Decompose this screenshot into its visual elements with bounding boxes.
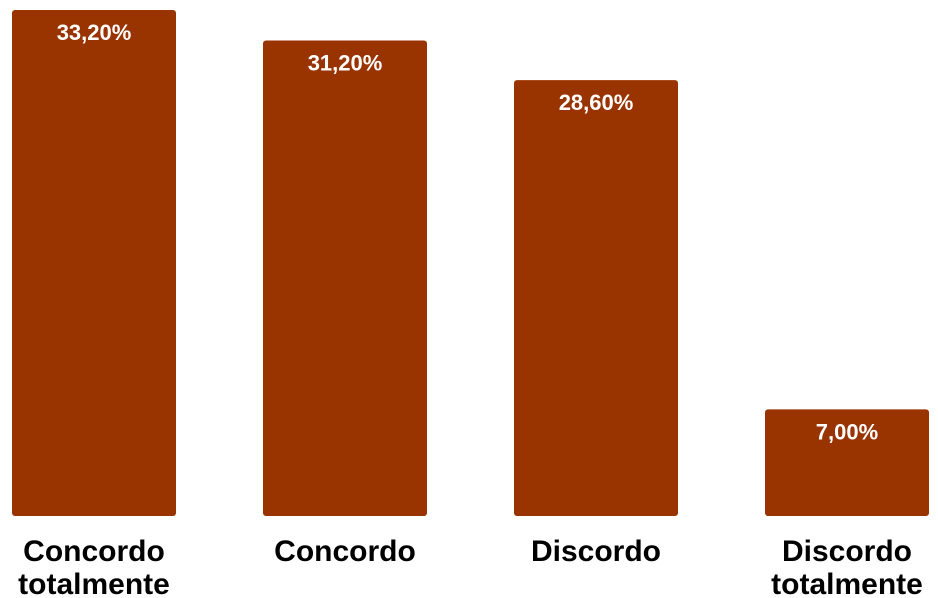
bar-0: [12, 10, 176, 516]
category-label-3: Discordo totalmente: [771, 535, 923, 598]
bar-1: [263, 40, 427, 516]
bar-value-label-0: 33,20%: [57, 20, 132, 45]
category-label-0-line-0: Concordo: [23, 535, 165, 568]
category-label-3-line-1: totalmente: [771, 568, 923, 598]
category-label-1-line-0: Concordo: [274, 535, 416, 568]
bar-value-label-1: 31,20%: [308, 50, 383, 75]
category-label-2-line-0: Discordo: [531, 535, 661, 568]
category-label-1: Concordo: [274, 535, 416, 568]
bar-2: [514, 80, 678, 517]
value-labels-group: 33,20% 31,20% 28,60% 7,00%: [57, 20, 879, 444]
bars-group: [12, 10, 929, 517]
category-label-0-line-1: totalmente: [18, 568, 170, 598]
category-label-0: Concordo totalmente: [18, 535, 170, 598]
bar-value-label-2: 28,60%: [559, 90, 634, 115]
bar-3: [765, 409, 929, 516]
category-label-2: Discordo: [531, 535, 661, 568]
bar-value-label-3: 7,00%: [816, 419, 878, 444]
category-label-3-line-0: Discordo: [782, 535, 912, 568]
